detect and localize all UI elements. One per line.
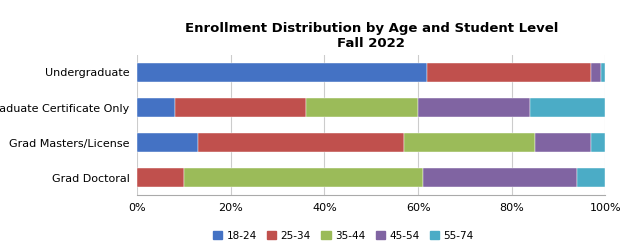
Bar [137,168,184,187]
Bar [600,63,605,82]
Bar [137,98,175,117]
Bar [592,133,605,152]
Bar [577,168,605,187]
Bar [404,133,535,152]
Bar [175,98,306,117]
Bar [306,98,418,117]
Title: Enrollment Distribution by Age and Student Level
Fall 2022: Enrollment Distribution by Age and Stude… [185,22,558,50]
Bar [418,98,530,117]
Bar [530,98,605,117]
Bar [427,63,591,82]
Bar [198,133,404,152]
Bar [137,63,427,82]
Bar [592,63,600,82]
Bar [423,168,577,187]
Bar [137,133,198,152]
Bar [184,168,423,187]
Legend: 18-24, 25-34, 35-44, 45-54, 55-74: 18-24, 25-34, 35-44, 45-54, 55-74 [208,226,478,245]
Bar [535,133,591,152]
